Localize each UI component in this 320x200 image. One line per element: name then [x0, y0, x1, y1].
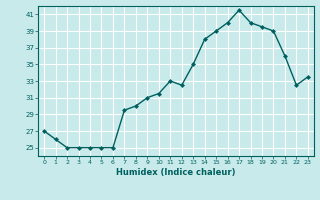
X-axis label: Humidex (Indice chaleur): Humidex (Indice chaleur) [116, 168, 236, 177]
